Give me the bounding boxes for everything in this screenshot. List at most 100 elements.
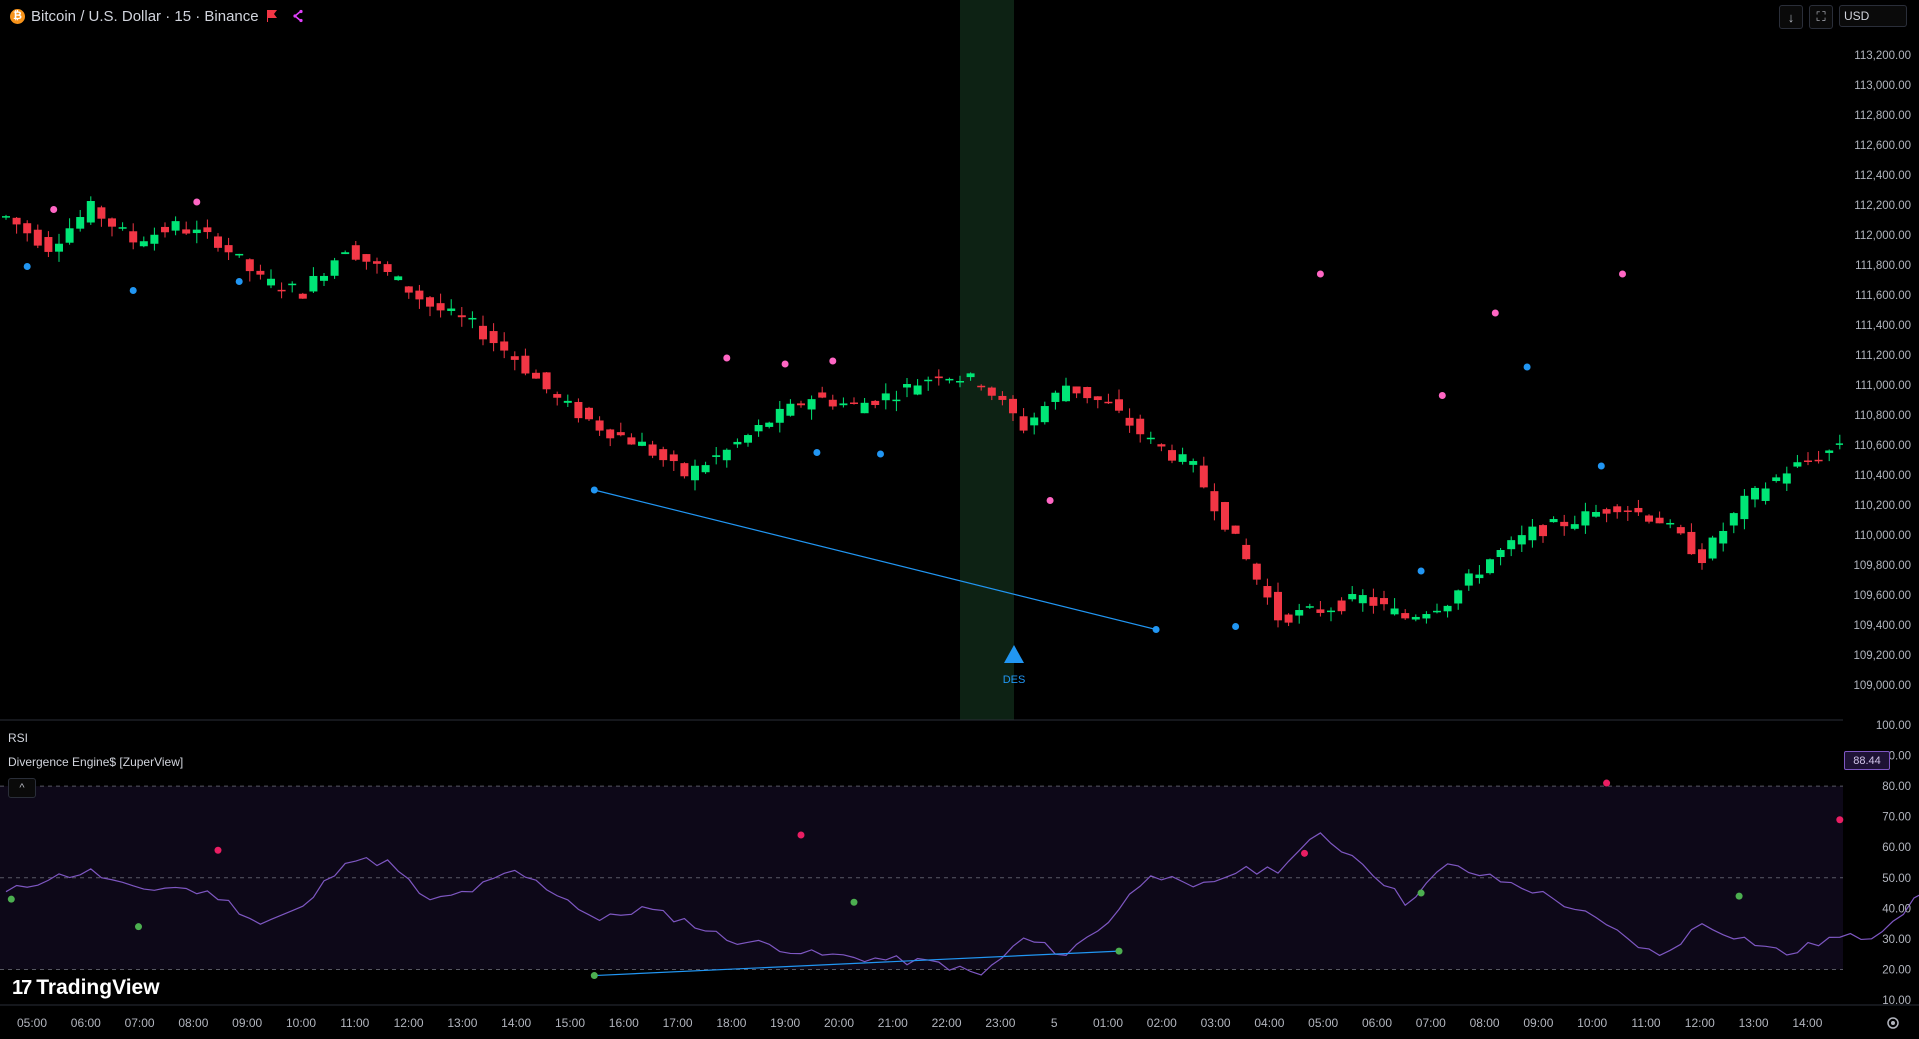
- candle-body: [1199, 465, 1208, 488]
- candle-body: [553, 394, 562, 398]
- rsi-tick-label: 20.00: [1882, 964, 1911, 976]
- pivot-high-marker: [1046, 497, 1054, 504]
- rsi-pivot-high-marker: [1603, 779, 1611, 787]
- candle-body: [1178, 454, 1187, 462]
- fullscreen-icon[interactable]: ⛶: [1809, 5, 1833, 29]
- download-icon[interactable]: ↓: [1779, 5, 1803, 29]
- candle-body: [1083, 387, 1092, 399]
- time-tick-label: 11:00: [340, 1016, 369, 1030]
- candle-body: [351, 245, 360, 260]
- price-tick-label: 112,800.00: [1854, 110, 1911, 122]
- candle-body: [1380, 598, 1388, 605]
- time-tick-label: 23:00: [985, 1016, 1015, 1030]
- candle-body: [1804, 460, 1812, 462]
- rsi-tick-label: 100.00: [1876, 720, 1911, 732]
- price-axis[interactable]: 109,000.00 109,200.00 109,400.00 109,600.00…: [1843, 30, 1919, 720]
- price-tick-label: 112,400.00: [1854, 170, 1911, 182]
- candle-body: [797, 403, 805, 406]
- candle-body: [150, 234, 159, 244]
- price-tick-label: 110,200.00: [1854, 500, 1911, 512]
- candle-body: [288, 283, 297, 286]
- price-tick-label: 112,200.00: [1854, 200, 1911, 212]
- candle-body: [1115, 399, 1123, 411]
- currency-select[interactable]: USD: [1839, 5, 1907, 27]
- candle-body: [1136, 418, 1145, 435]
- candle-body: [1242, 544, 1251, 560]
- candle-body: [139, 241, 148, 247]
- rsi-pivot-low-marker: [7, 895, 15, 903]
- candle-body: [648, 444, 657, 456]
- candle-body: [1507, 540, 1516, 550]
- candle-body: [701, 465, 710, 473]
- rsi-pivot-high-marker: [1836, 816, 1844, 824]
- candle-body: [1401, 613, 1410, 619]
- candle-body: [987, 387, 996, 396]
- candle-body: [1719, 530, 1728, 544]
- candle-body: [1348, 594, 1357, 600]
- time-tick-label: 14:00: [1792, 1016, 1822, 1030]
- candle-body: [1549, 519, 1558, 523]
- symbol-title: Bitcoin / U.S. Dollar · 15 · Binance: [31, 7, 259, 25]
- candle-body: [1252, 563, 1261, 580]
- candle-body: [1581, 511, 1590, 526]
- candle-body: [479, 325, 487, 340]
- candle-body: [1104, 401, 1113, 404]
- symbol-legend[interactable]: ₿ Bitcoin / U.S. Dollar · 15 · Binance: [10, 5, 305, 27]
- candle-body: [627, 437, 636, 445]
- candle-body: [807, 399, 816, 410]
- candle-body: [1422, 614, 1431, 619]
- candle-body: [850, 402, 858, 405]
- price-tick-label: 109,200.00: [1853, 650, 1911, 662]
- candle-body: [224, 245, 233, 253]
- tradingview-logo[interactable]: 17 TradingView: [12, 976, 160, 1000]
- pivot-low-marker: [1597, 462, 1605, 470]
- time-tick-label: 18:00: [716, 1016, 746, 1030]
- candle-body: [457, 315, 466, 318]
- time-axis[interactable]: 05:00 06:00 07:00 08:00 09:00 10:00 11:00 12:00…: [0, 1004, 1919, 1030]
- candle-body: [1411, 616, 1420, 620]
- candle-body: [55, 243, 63, 252]
- candle-body: [977, 385, 986, 388]
- rsi-pivot-low-marker: [1115, 947, 1123, 955]
- share-icon[interactable]: [291, 9, 305, 23]
- candle-body: [1782, 473, 1791, 484]
- price-tick-label: 113,200.00: [1854, 50, 1911, 62]
- candle-body: [1062, 385, 1070, 402]
- candle-body: [1443, 605, 1452, 612]
- pivot-high-marker: [781, 360, 789, 368]
- buy-signal-triangle: [1004, 645, 1024, 663]
- time-tick-label: 08:00: [1470, 1016, 1500, 1030]
- candle-body: [1337, 600, 1346, 612]
- candle-body: [192, 229, 201, 234]
- rsi-pivot-low-marker: [135, 923, 142, 931]
- collapse-button[interactable]: ^: [8, 778, 36, 798]
- candle-body: [532, 372, 540, 379]
- candle-body: [680, 463, 689, 477]
- time-tick-label: 09:00: [232, 1016, 262, 1030]
- divergence-indicator-label[interactable]: Divergence Engine$ [ZuperView]: [8, 755, 184, 769]
- candle-body: [341, 252, 350, 255]
- gear-icon[interactable]: [1885, 1015, 1901, 1031]
- flag-icon[interactable]: [265, 9, 279, 23]
- time-tick-label: 19:00: [770, 1016, 800, 1030]
- candle-body: [818, 392, 827, 398]
- candle-body: [956, 381, 964, 383]
- candle-body: [1666, 522, 1675, 525]
- candle-body: [1274, 591, 1282, 621]
- price-tick-label: 112,000.00: [1854, 230, 1911, 242]
- price-candles: [2, 196, 1918, 628]
- candle-body: [1539, 525, 1547, 537]
- candle-body: [1369, 597, 1378, 606]
- candle-body: [542, 372, 551, 390]
- rsi-label[interactable]: RSI: [8, 731, 29, 745]
- rsi-axis[interactable]: 10.00 20.00 30.00 40.00 50.00 60.00 70.00 80.00…: [1876, 720, 1911, 1007]
- pivot-high-marker: [1491, 309, 1499, 317]
- candle-body: [447, 308, 456, 311]
- time-tick-label: 22:00: [932, 1016, 962, 1030]
- candle-body: [415, 290, 424, 300]
- candle-body: [12, 217, 21, 225]
- price-tick-label: 110,400.00: [1854, 470, 1911, 482]
- candle-body: [394, 276, 403, 281]
- pivot-low-marker: [1417, 567, 1425, 575]
